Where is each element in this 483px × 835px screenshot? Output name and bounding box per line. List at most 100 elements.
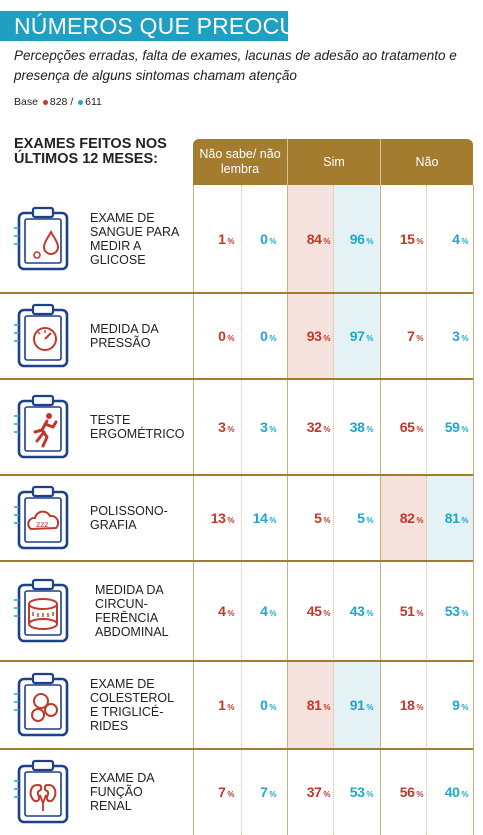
value-number: 59 [444, 419, 460, 435]
value-cell: 91% [337, 697, 374, 716]
percent-sign: % [269, 609, 276, 618]
percent-sign: % [269, 237, 276, 246]
kidney-clipboard-icon [12, 759, 69, 824]
value-cell: 5% [337, 510, 373, 529]
value-number: 56 [399, 784, 415, 800]
row-label: Exame de colesterol e triglicé-rides [90, 677, 174, 733]
value-cell: 81% [432, 510, 469, 529]
percent-sign: % [366, 609, 373, 618]
pressure-gauge-clipboard-icon [12, 303, 69, 368]
highlight-blue [334, 293, 380, 379]
base-label: Base [14, 96, 38, 108]
red-dot-icon [42, 99, 48, 105]
value-cell: 1% [198, 697, 234, 716]
base-legend: Base 828 / 611 [14, 96, 102, 108]
percent-sign: % [269, 516, 276, 525]
column-divider [287, 185, 288, 835]
value-number: 53 [444, 603, 460, 619]
page-title: NÚMEROS QUE PREOCUPAM [14, 13, 345, 39]
percent-sign: % [269, 334, 276, 343]
percent-sign: % [416, 703, 423, 712]
highlight-blue [334, 185, 380, 293]
value-cell: 45% [294, 603, 331, 622]
value-number: 45 [306, 603, 322, 619]
value-cell: 82% [387, 510, 424, 529]
percent-sign: % [366, 516, 373, 525]
percent-sign: % [416, 609, 423, 618]
value-cell: 3% [240, 419, 276, 438]
value-number: 51 [399, 603, 415, 619]
measuring-tape-clipboard-icon [12, 578, 69, 643]
percent-sign: % [416, 425, 423, 434]
value-number: 4 [218, 603, 226, 619]
value-cell: 3% [198, 419, 234, 438]
percent-sign: % [461, 237, 468, 246]
percent-sign: % [323, 516, 330, 525]
header-sim: Sim [323, 154, 345, 169]
table-header-bar [193, 139, 473, 185]
column-dotted-divider [333, 185, 334, 835]
percent-sign: % [323, 790, 330, 799]
percent-sign: % [227, 609, 234, 618]
header-nao-sabe: Não sabe/ não lembra [199, 147, 281, 176]
column-dotted-divider [426, 185, 427, 835]
highlight-blue [334, 661, 380, 749]
row-divider [0, 660, 473, 662]
highlight-blue [427, 475, 473, 561]
value-number: 0 [260, 328, 268, 344]
row-divider [0, 474, 473, 476]
highlight-red [288, 185, 334, 293]
percent-sign: % [366, 703, 373, 712]
sleep-cloud-clipboard-icon: zzz [12, 485, 69, 550]
percent-sign: % [366, 237, 373, 246]
percent-sign: % [461, 425, 468, 434]
value-number: 32 [306, 419, 322, 435]
value-number: 84 [306, 231, 322, 247]
percent-sign: % [461, 609, 468, 618]
value-cell: 7% [240, 784, 276, 803]
percent-sign: % [227, 334, 234, 343]
value-number: 3 [260, 419, 268, 435]
percent-sign: % [227, 703, 234, 712]
value-number: 14 [252, 510, 268, 526]
value-cell: 7% [387, 328, 423, 347]
percent-sign: % [416, 790, 423, 799]
value-number: 91 [349, 697, 365, 713]
column-dotted-divider [241, 185, 242, 835]
value-number: 96 [349, 231, 365, 247]
value-cell: 13% [198, 510, 235, 529]
row-label: Exame de sangue para medir a glicose [90, 211, 179, 267]
value-number: 40 [444, 784, 460, 800]
base-n1: 828 [49, 96, 68, 108]
percent-sign: % [323, 334, 330, 343]
base-sep: / [70, 96, 74, 108]
value-cell: 4% [432, 231, 468, 250]
value-cell: 5% [294, 510, 330, 529]
value-number: 4 [452, 231, 460, 247]
highlight-red [288, 661, 334, 749]
value-cell: 96% [337, 231, 374, 250]
value-number: 97 [349, 328, 365, 344]
value-cell: 7% [198, 784, 234, 803]
value-number: 7 [218, 784, 226, 800]
percent-sign: % [461, 334, 468, 343]
percent-sign: % [323, 609, 330, 618]
row-divider [0, 292, 473, 294]
value-cell: 4% [198, 603, 234, 622]
percent-sign: % [227, 516, 234, 525]
percent-sign: % [323, 237, 330, 246]
highlight-red [288, 293, 334, 379]
cholesterol-clipboard-icon [12, 672, 69, 737]
value-cell: 0% [240, 231, 276, 250]
value-number: 18 [399, 697, 415, 713]
value-cell: 53% [432, 603, 469, 622]
header-divider [380, 139, 381, 185]
value-number: 3 [218, 419, 226, 435]
value-cell: 65% [387, 419, 424, 438]
value-cell: 3% [432, 328, 468, 347]
value-number: 43 [349, 603, 365, 619]
percent-sign: % [323, 425, 330, 434]
percent-sign: % [366, 425, 373, 434]
row-divider [0, 748, 473, 750]
value-number: 53 [349, 784, 365, 800]
